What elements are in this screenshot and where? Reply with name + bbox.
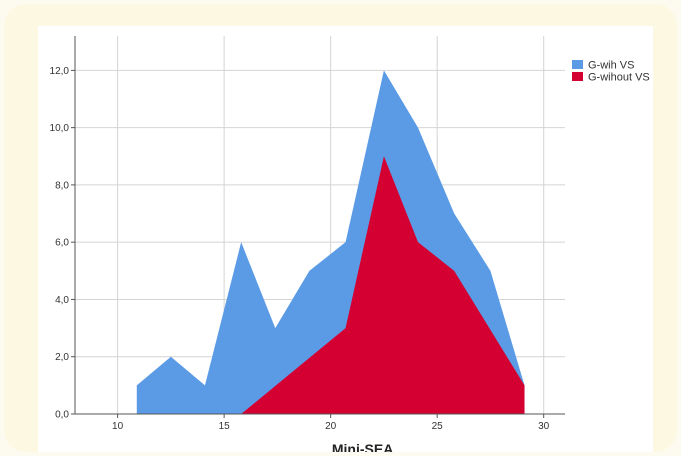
x-tick-label: 10 (112, 421, 124, 432)
y-ticks: 0,0 2,0 4,0 6,0 8,0 10,0 12,0 (50, 66, 75, 421)
x-tick-label: 30 (538, 421, 550, 432)
legend-label-2: G-wihout VS (588, 72, 650, 84)
x-ticks: 10 15 20 25 30 (112, 414, 550, 432)
chart-panel: 10 15 20 25 30 0,0 2,0 4,0 6,0 8,0 10,0 12,0 G-wih… (38, 26, 653, 452)
y-tick-label: 4,0 (55, 295, 69, 306)
x-tick-label: 15 (219, 421, 231, 432)
y-tick-label: 6,0 (55, 238, 69, 249)
series-area-2 (241, 156, 525, 415)
legend-label-1: G-wih VS (588, 60, 634, 72)
legend-swatch-1 (572, 60, 583, 69)
area-chart: 10 15 20 25 30 0,0 2,0 4,0 6,0 8,0 10,0 12,0 G-wih… (50, 36, 650, 452)
y-tick-label: 12,0 (50, 66, 70, 77)
y-tick-label: 2,0 (55, 352, 69, 363)
x-tick-label: 25 (432, 421, 444, 432)
legend: G-wih VSG-wihout VS (572, 60, 650, 84)
x-axis-label: Mini-SEA (332, 441, 393, 452)
series-areas (136, 70, 525, 415)
axes (74, 36, 565, 415)
legend-swatch-2 (572, 72, 583, 81)
x-tick-label: 20 (325, 421, 337, 432)
y-tick-label: 10,0 (50, 123, 70, 134)
y-tick-label: 8,0 (55, 180, 69, 191)
chart-frame: 10 15 20 25 30 0,0 2,0 4,0 6,0 8,0 10,0 12,0 G-wih… (4, 4, 677, 452)
y-tick-label: 0,0 (55, 410, 69, 421)
